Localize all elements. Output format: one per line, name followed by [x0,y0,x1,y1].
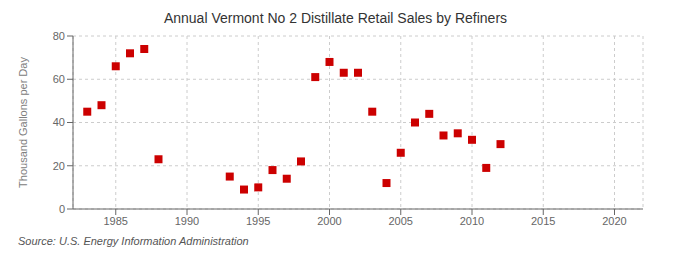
svg-text:2020: 2020 [602,215,626,227]
svg-text:1990: 1990 [175,215,199,227]
svg-text:0: 0 [59,203,65,215]
svg-text:2005: 2005 [389,215,413,227]
svg-text:1995: 1995 [246,215,270,227]
svg-text:60: 60 [53,73,65,85]
svg-text:2010: 2010 [460,215,484,227]
svg-text:20: 20 [53,160,65,172]
svg-text:Thousand Gallons per Day: Thousand Gallons per Day [17,57,29,188]
html-text:Annual Vermont No 2 Distillate: Annual Vermont No 2 Distillate Retail Sa… [163,10,508,26]
svg-text:2000: 2000 [317,215,341,227]
svg-text:80: 80 [53,30,65,42]
html-text:Source: U.S. Energy Informatio: Source: U.S. Energy Information Administ… [18,235,249,247]
svg-text:2015: 2015 [531,215,555,227]
svg-text:40: 40 [53,116,65,128]
svg-text:1985: 1985 [104,215,128,227]
